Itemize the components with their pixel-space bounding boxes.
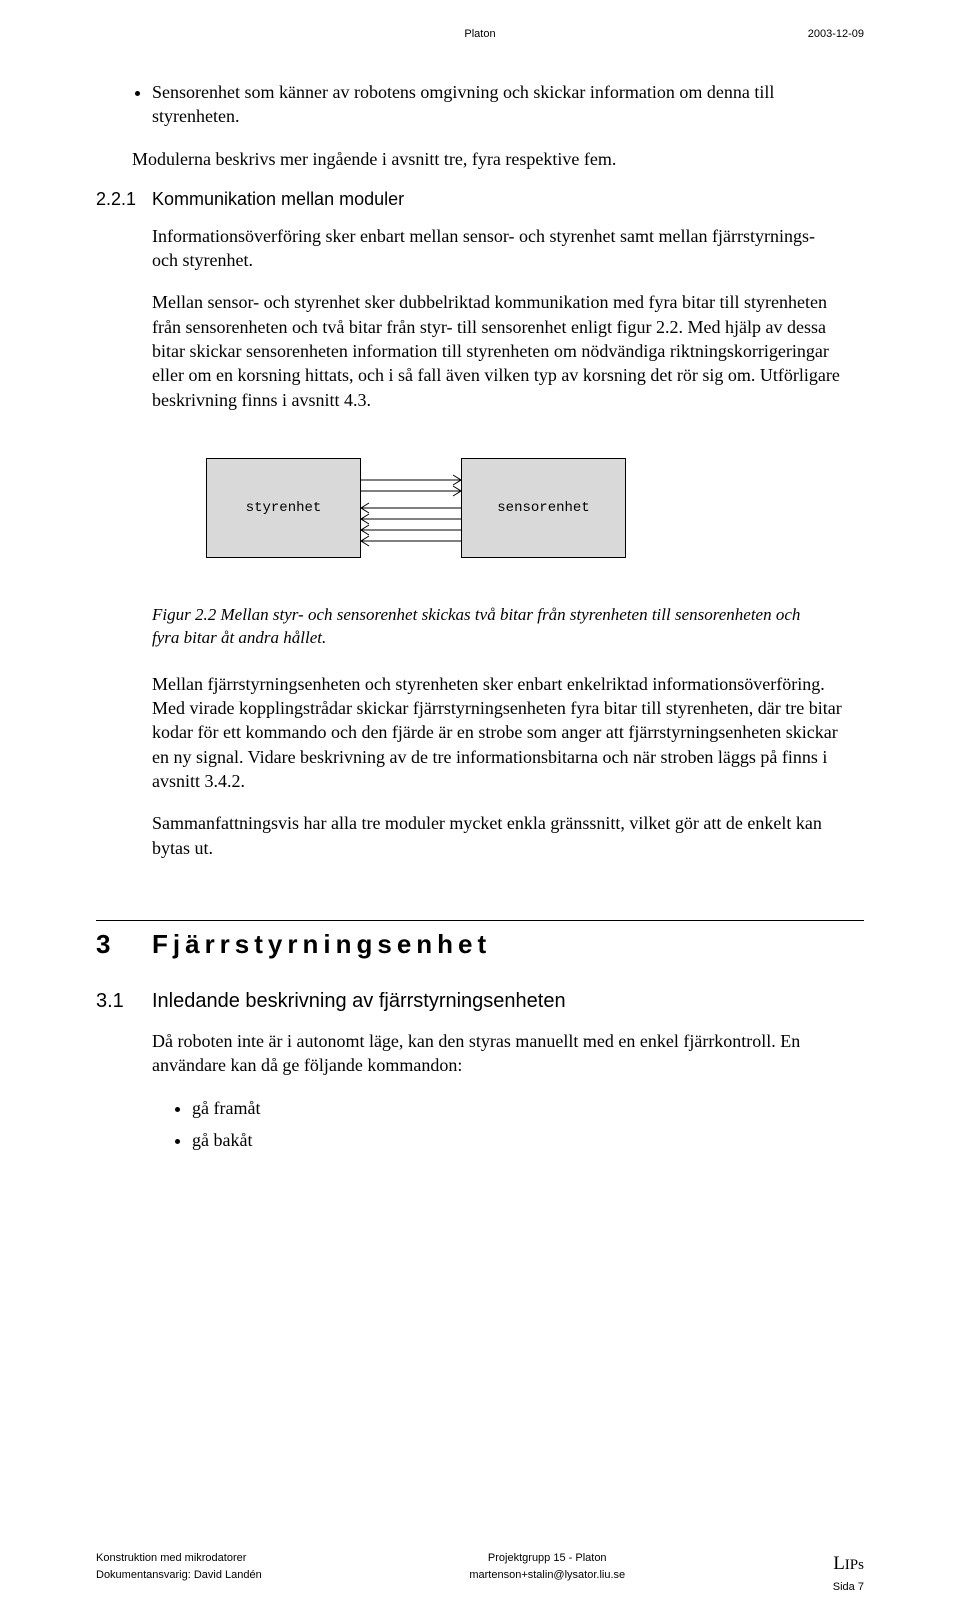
- header-date: 2003-12-09: [744, 28, 864, 40]
- footer-center-line1: Projektgrupp 15 - Platon: [469, 1550, 625, 1567]
- heading-3-num: 3: [96, 929, 152, 960]
- heading-3-1-num: 3.1: [96, 990, 152, 1013]
- header-title: Platon: [216, 28, 744, 40]
- footer-left-line2: Dokumentansvarig: David Landén: [96, 1567, 262, 1584]
- figure-2-2-label: Figur 2.2: [152, 605, 216, 624]
- top-bullet-list: Sensorenhet som känner av robotens omgiv…: [96, 80, 864, 129]
- footer-page-num: Sida 7: [833, 1579, 864, 1596]
- heading-3-1-title: Inledande beskrivning av fjärrstyrningse…: [152, 990, 566, 1013]
- para-mellan-fjarr: Mellan fjärrstyrningsenheten och styrenh…: [152, 672, 844, 793]
- diagram-box-sensorenhet-label: sensorenhet: [497, 500, 589, 516]
- para-221-2: Mellan sensor- och styrenhet sker dubbel…: [152, 290, 844, 411]
- heading-2-2-1-num: 2.2.1: [96, 189, 152, 210]
- diagram-box-styrenhet: styrenhet: [206, 458, 361, 558]
- footer-left-line1: Konstruktion med mikrodatorer: [96, 1550, 262, 1567]
- diagram-arrows: [361, 458, 461, 558]
- diagram-arrows-svg: [361, 458, 461, 558]
- footer-left: Konstruktion med mikrodatorer Dokumentan…: [96, 1550, 262, 1595]
- para-modulerna: Modulerna beskrivs mer ingående i avsnit…: [132, 147, 864, 171]
- bullet-ga-framat: gå framåt: [192, 1096, 864, 1120]
- diagram-container: styrenhet sensorenhet: [206, 448, 626, 568]
- para-221-1: Informationsöverföring sker enbart mella…: [152, 224, 844, 273]
- lips-L: L: [833, 1553, 845, 1574]
- heading-2-2-1: 2.2.1Kommunikation mellan moduler: [96, 189, 864, 210]
- footer-right: LIPs Sida 7: [833, 1550, 864, 1595]
- page-header: Platon 2003-12-09: [96, 28, 864, 40]
- heading-3-title: Fjärrstyrningsenhet: [152, 929, 491, 959]
- para-3-1-intro: Då roboten inte är i autonomt läge, kan …: [152, 1029, 854, 1078]
- figure-2-2-diagram: styrenhet sensorenhet: [206, 448, 864, 568]
- figure-2-2-text: Mellan styr- och sensorenhet skickas två…: [152, 605, 800, 647]
- heading-3: 3Fjärrstyrningsenhet: [96, 929, 864, 960]
- bullet-ga-bakat: gå bakåt: [192, 1128, 864, 1152]
- bullet-sensorenhet: Sensorenhet som känner av robotens omgiv…: [152, 80, 864, 129]
- diagram-box-styrenhet-label: styrenhet: [246, 500, 322, 516]
- footer-lips-logo: LIPs: [833, 1550, 864, 1579]
- section-3-rule: [96, 920, 864, 921]
- diagram-box-sensorenhet: sensorenhet: [461, 458, 626, 558]
- header-left-spacer: [96, 28, 216, 40]
- para-sammanfattning: Sammanfattningsvis har alla tre moduler …: [152, 811, 844, 860]
- page: Platon 2003-12-09 Sensorenhet som känner…: [0, 0, 960, 1617]
- footer-center-line2: martenson+stalin@lysator.liu.se: [469, 1567, 625, 1584]
- command-bullet-list: gå framåt gå bakåt: [96, 1096, 864, 1153]
- page-footer: Konstruktion med mikrodatorer Dokumentan…: [96, 1550, 864, 1595]
- heading-2-2-1-title: Kommunikation mellan moduler: [152, 189, 404, 209]
- heading-3-1: 3.1 Inledande beskrivning av fjärrstyrni…: [96, 990, 864, 1013]
- footer-center: Projektgrupp 15 - Platon martenson+stali…: [469, 1550, 625, 1595]
- figure-2-2-caption: Figur 2.2 Mellan styr- och sensorenhet s…: [152, 604, 864, 650]
